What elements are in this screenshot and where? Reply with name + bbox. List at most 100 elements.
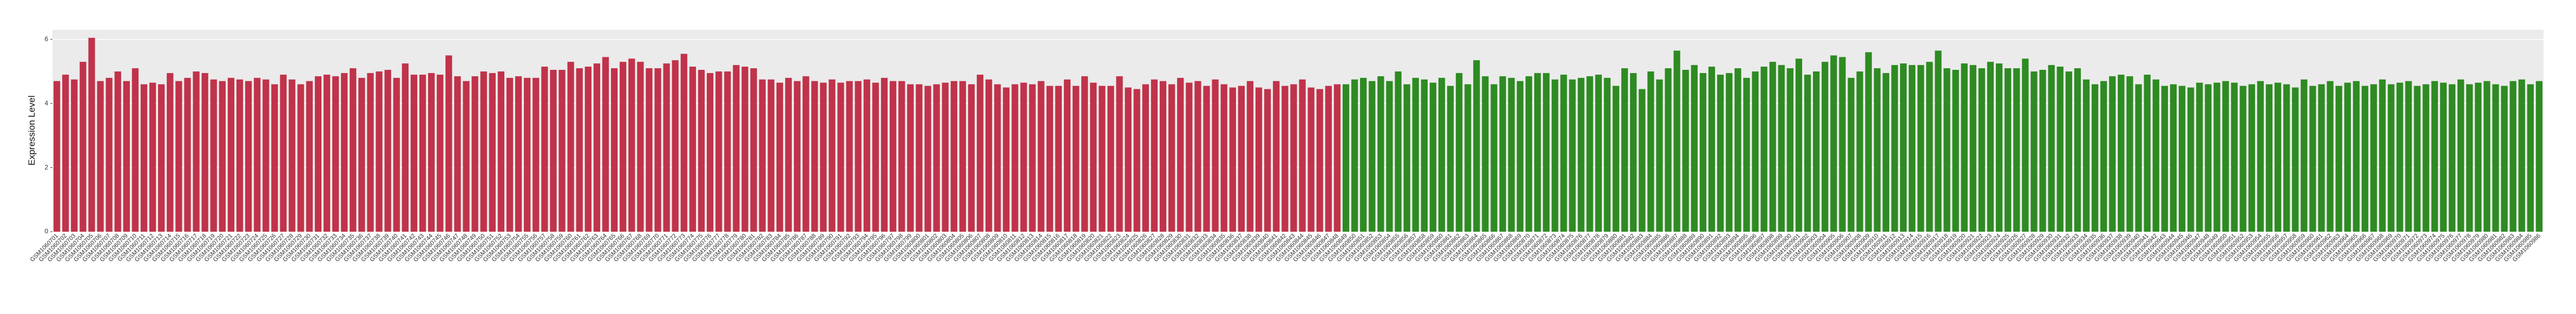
bar (2187, 87, 2194, 232)
bar (454, 76, 461, 232)
bar (480, 71, 487, 232)
bar (1116, 76, 1123, 232)
bar (88, 37, 95, 232)
bar (2092, 84, 2099, 232)
bar (2065, 71, 2072, 232)
bar (803, 76, 810, 232)
bar (2388, 84, 2395, 232)
bar (1186, 82, 1193, 232)
bar (654, 68, 661, 232)
bar (167, 73, 174, 232)
bar (698, 70, 705, 232)
bar (1499, 76, 1506, 232)
bar (1978, 68, 1986, 232)
bar (1830, 55, 1837, 232)
bar (2509, 81, 2516, 232)
bar (1804, 74, 1811, 232)
bar (62, 74, 69, 232)
bar (1168, 84, 1175, 232)
bar (872, 82, 879, 232)
bar (741, 67, 748, 232)
bar (1891, 65, 1898, 232)
bar (1717, 74, 1724, 232)
bar (1543, 73, 1550, 232)
bar (1229, 87, 1236, 232)
bar (584, 67, 592, 232)
bar (1682, 70, 1689, 232)
bar (245, 81, 252, 232)
bar (2405, 81, 2412, 232)
bar (1107, 86, 1114, 232)
bar (1282, 86, 1289, 232)
bar (2100, 81, 2107, 232)
bar (1072, 86, 1080, 232)
bar (1726, 73, 1733, 232)
bar (1177, 77, 1184, 232)
bar (1552, 79, 1559, 232)
bar (297, 84, 304, 232)
bar (123, 81, 130, 232)
bar (1464, 84, 1471, 232)
bar (1342, 84, 1350, 232)
bar (2352, 81, 2360, 232)
bar (1621, 68, 1628, 232)
bar (1900, 63, 1907, 232)
bar (2082, 79, 2090, 232)
bar (533, 77, 540, 232)
bar (1142, 84, 1149, 232)
bar (506, 77, 514, 232)
bar (254, 77, 261, 232)
bar (663, 63, 670, 232)
bar (1151, 79, 1158, 232)
bar (994, 84, 1001, 232)
bar (1612, 86, 1620, 232)
bar (2152, 79, 2159, 232)
bar (1926, 62, 1933, 232)
bar (97, 81, 104, 232)
bar (1508, 77, 1515, 232)
bar (1795, 58, 1803, 232)
bar (1011, 84, 1018, 232)
bar (837, 82, 844, 232)
bar (1316, 89, 1323, 232)
bar (210, 79, 217, 232)
bar (672, 60, 679, 232)
bar (1099, 86, 1106, 232)
bar (489, 73, 496, 232)
bar (1778, 65, 1785, 232)
bar (149, 82, 156, 232)
bar (750, 68, 757, 232)
bar (1874, 68, 1881, 232)
bar (350, 68, 357, 232)
bar (1325, 86, 1332, 232)
bar (2144, 74, 2151, 232)
bar (341, 73, 348, 232)
bar (1786, 68, 1793, 232)
bar (1673, 50, 1680, 232)
bar (2196, 82, 2203, 232)
bar (2301, 79, 2308, 232)
bar (1560, 74, 1567, 232)
bar (1586, 76, 1593, 232)
bar (2492, 84, 2499, 232)
bar (2448, 84, 2456, 232)
bar (332, 76, 339, 232)
bar (1003, 87, 1010, 232)
bar (114, 71, 121, 232)
bar (1290, 84, 1297, 232)
bar (793, 81, 801, 232)
bar (1264, 89, 1271, 232)
bar (2109, 76, 2116, 232)
bar (2414, 86, 2421, 232)
bar (2440, 82, 2447, 232)
bar (1020, 82, 1027, 232)
bar (2126, 76, 2133, 232)
bar (1647, 71, 1654, 232)
bar (1961, 63, 1968, 232)
bar (1699, 73, 1707, 232)
bar (1194, 81, 1201, 232)
bar (1046, 86, 1053, 232)
bar (1630, 73, 1637, 232)
bar (1299, 79, 1306, 232)
bar (1604, 77, 1611, 232)
